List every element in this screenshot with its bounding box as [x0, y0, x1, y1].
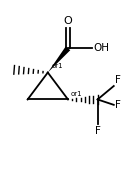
Text: or1: or1 [52, 62, 64, 68]
Text: F: F [115, 100, 121, 110]
Polygon shape [48, 46, 70, 73]
Text: F: F [115, 75, 121, 85]
Text: or1: or1 [71, 91, 82, 97]
Text: F: F [95, 126, 101, 136]
Text: OH: OH [93, 43, 109, 53]
Text: O: O [64, 16, 72, 26]
